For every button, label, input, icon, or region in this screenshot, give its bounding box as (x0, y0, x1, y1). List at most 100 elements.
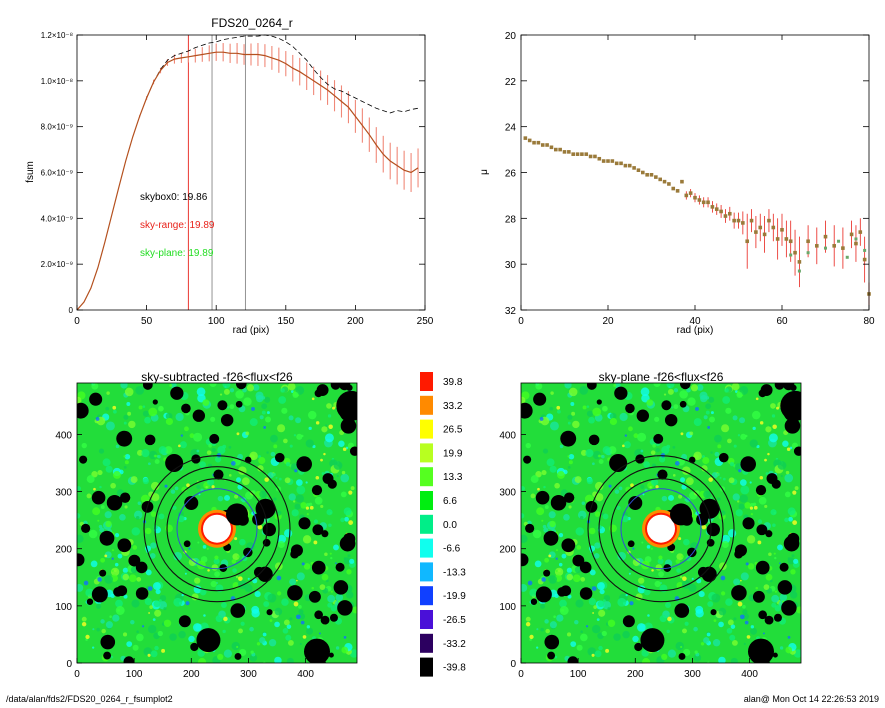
sky-subtracted-noise (138, 405, 143, 410)
sky-plane-noise (597, 524, 602, 530)
sky-subtracted-noise (153, 524, 158, 530)
mu-x-tick-label: 40 (689, 316, 701, 327)
sky-plane-noise (784, 473, 794, 483)
sky-subtracted-masked-source (337, 600, 353, 616)
sky-subtracted-masked-source (253, 566, 265, 578)
sky-plane-noise (717, 473, 720, 476)
sky-subtracted-noise (152, 618, 156, 622)
sky-subtracted-noise (194, 577, 201, 584)
sky-subtracted-noise (295, 385, 305, 395)
sky-plane-noise (676, 568, 681, 573)
sky-plane-noise (629, 601, 634, 606)
sky-subtracted-noise (92, 646, 95, 649)
sky-subtracted-noise (96, 627, 100, 632)
mu-point (680, 179, 684, 184)
sky-plane-noise (559, 599, 567, 608)
sky-plane-noise (585, 625, 589, 628)
sky-plane-noise (618, 486, 623, 491)
sky-plane-noise (540, 627, 544, 632)
sky-subtracted-noise (178, 444, 181, 448)
colorbar-swatch (420, 562, 433, 582)
mu-sky-plane-point (824, 246, 827, 250)
sky-subtracted-noise (327, 414, 332, 418)
sky-plane-noise (592, 462, 595, 466)
sky-subtracted-noise (327, 594, 336, 603)
sky-subtracted-noise (188, 547, 191, 550)
sky-subtracted-noise (128, 420, 136, 429)
sky-plane-masked-source (771, 479, 781, 489)
sky-plane-noise (780, 474, 783, 478)
sky-plane-masked-source (560, 430, 577, 447)
sky-subtracted-masked-source (116, 430, 133, 447)
sky-plane-noise (572, 574, 581, 583)
mu-point (632, 166, 636, 170)
sky-plane-masked-source (670, 503, 692, 526)
sky-plane-y-tick-label: 0 (510, 659, 516, 670)
sky-plane-masked-source (784, 418, 801, 434)
sky-subtracted-noise (123, 465, 127, 469)
sky-subtracted-noise (285, 634, 292, 641)
sky-subtracted-noise (215, 615, 223, 623)
mu-sky-plane-point (854, 237, 858, 241)
colorbar-label: -13.3 (443, 567, 466, 578)
sky-plane-noise (561, 553, 567, 559)
sky-plane-noise (680, 645, 683, 649)
sky-subtracted-masked-source (226, 503, 248, 526)
sky-plane-noise (770, 403, 776, 409)
sky-plane-noise (674, 461, 680, 466)
sky-subtracted-masked-source (142, 383, 153, 390)
sky-subtracted-noise (234, 537, 238, 541)
sky-plane-noise (752, 410, 761, 420)
sky-plane-noise (566, 573, 574, 581)
mu-point (854, 241, 858, 246)
mu-point (636, 168, 641, 173)
sky-subtracted-noise (257, 524, 263, 530)
sky-subtracted-noise (154, 454, 157, 458)
sky-subtracted-noise (259, 490, 267, 499)
sky-plane-noise (710, 411, 714, 415)
sky-plane-noise (532, 529, 542, 539)
sky-subtracted-noise (277, 534, 287, 544)
fsum-y-tick-label: 0 (69, 306, 74, 315)
fsum-sky0-dashed-line (146, 34, 419, 114)
sky-subtracted-noise (150, 650, 158, 658)
sky-subtracted-noise (122, 632, 128, 637)
sky-plane-noise (680, 477, 686, 483)
mu-point (749, 218, 754, 223)
mu-point (754, 230, 758, 234)
sky-plane-noise (537, 487, 540, 491)
sky-subtracted-noise (274, 621, 280, 628)
fsum-y-ticks: 0 2.0×10⁻⁹ 4.0×10⁻⁹ 6.0×10⁻⁹ 8.0×10⁻⁹ 1.0×10⁻… (41, 31, 425, 315)
sky-plane-noise (650, 450, 656, 455)
fsum-y-tick-label: 8.0×10⁻⁹ (41, 123, 73, 132)
sky-subtracted-noise (123, 414, 129, 420)
sky-plane-masked-source (561, 538, 576, 553)
sky-subtracted-noise (131, 527, 141, 536)
sky-plane-noise (687, 397, 696, 406)
sky-plane-noise (714, 434, 722, 443)
sky-subtracted-noise (92, 628, 95, 631)
sky-plane-noise (546, 458, 555, 467)
sky-subtracted-noise (104, 575, 113, 584)
mu-point (675, 189, 680, 193)
sky-plane-noise (637, 432, 647, 442)
sky-subtracted-noise (85, 588, 94, 597)
sky-plane-noise (646, 399, 654, 407)
sky-plane-noise (608, 484, 612, 488)
mu-point (806, 239, 810, 244)
sky-subtracted-masked-source (343, 532, 356, 545)
sky-plane-noise (707, 426, 711, 429)
sky-plane-masked-source (787, 532, 800, 545)
colorbar-label: 26.5 (443, 425, 463, 436)
sky-subtracted-masked-source (338, 383, 351, 391)
sky-plane-noise (575, 599, 584, 608)
sky-subtracted-noise (235, 390, 244, 399)
sky-plane-noise (728, 477, 735, 484)
sky-subtracted-noise (288, 493, 296, 501)
sky-plane-masked-source (535, 490, 550, 505)
sky-plane-noise (557, 471, 565, 479)
sky-subtracted-x-tick-label: 300 (240, 669, 257, 680)
sky-plane-noise (676, 553, 684, 561)
mu-sky-plane-point (837, 239, 841, 243)
sky-plane-noise (525, 616, 531, 622)
